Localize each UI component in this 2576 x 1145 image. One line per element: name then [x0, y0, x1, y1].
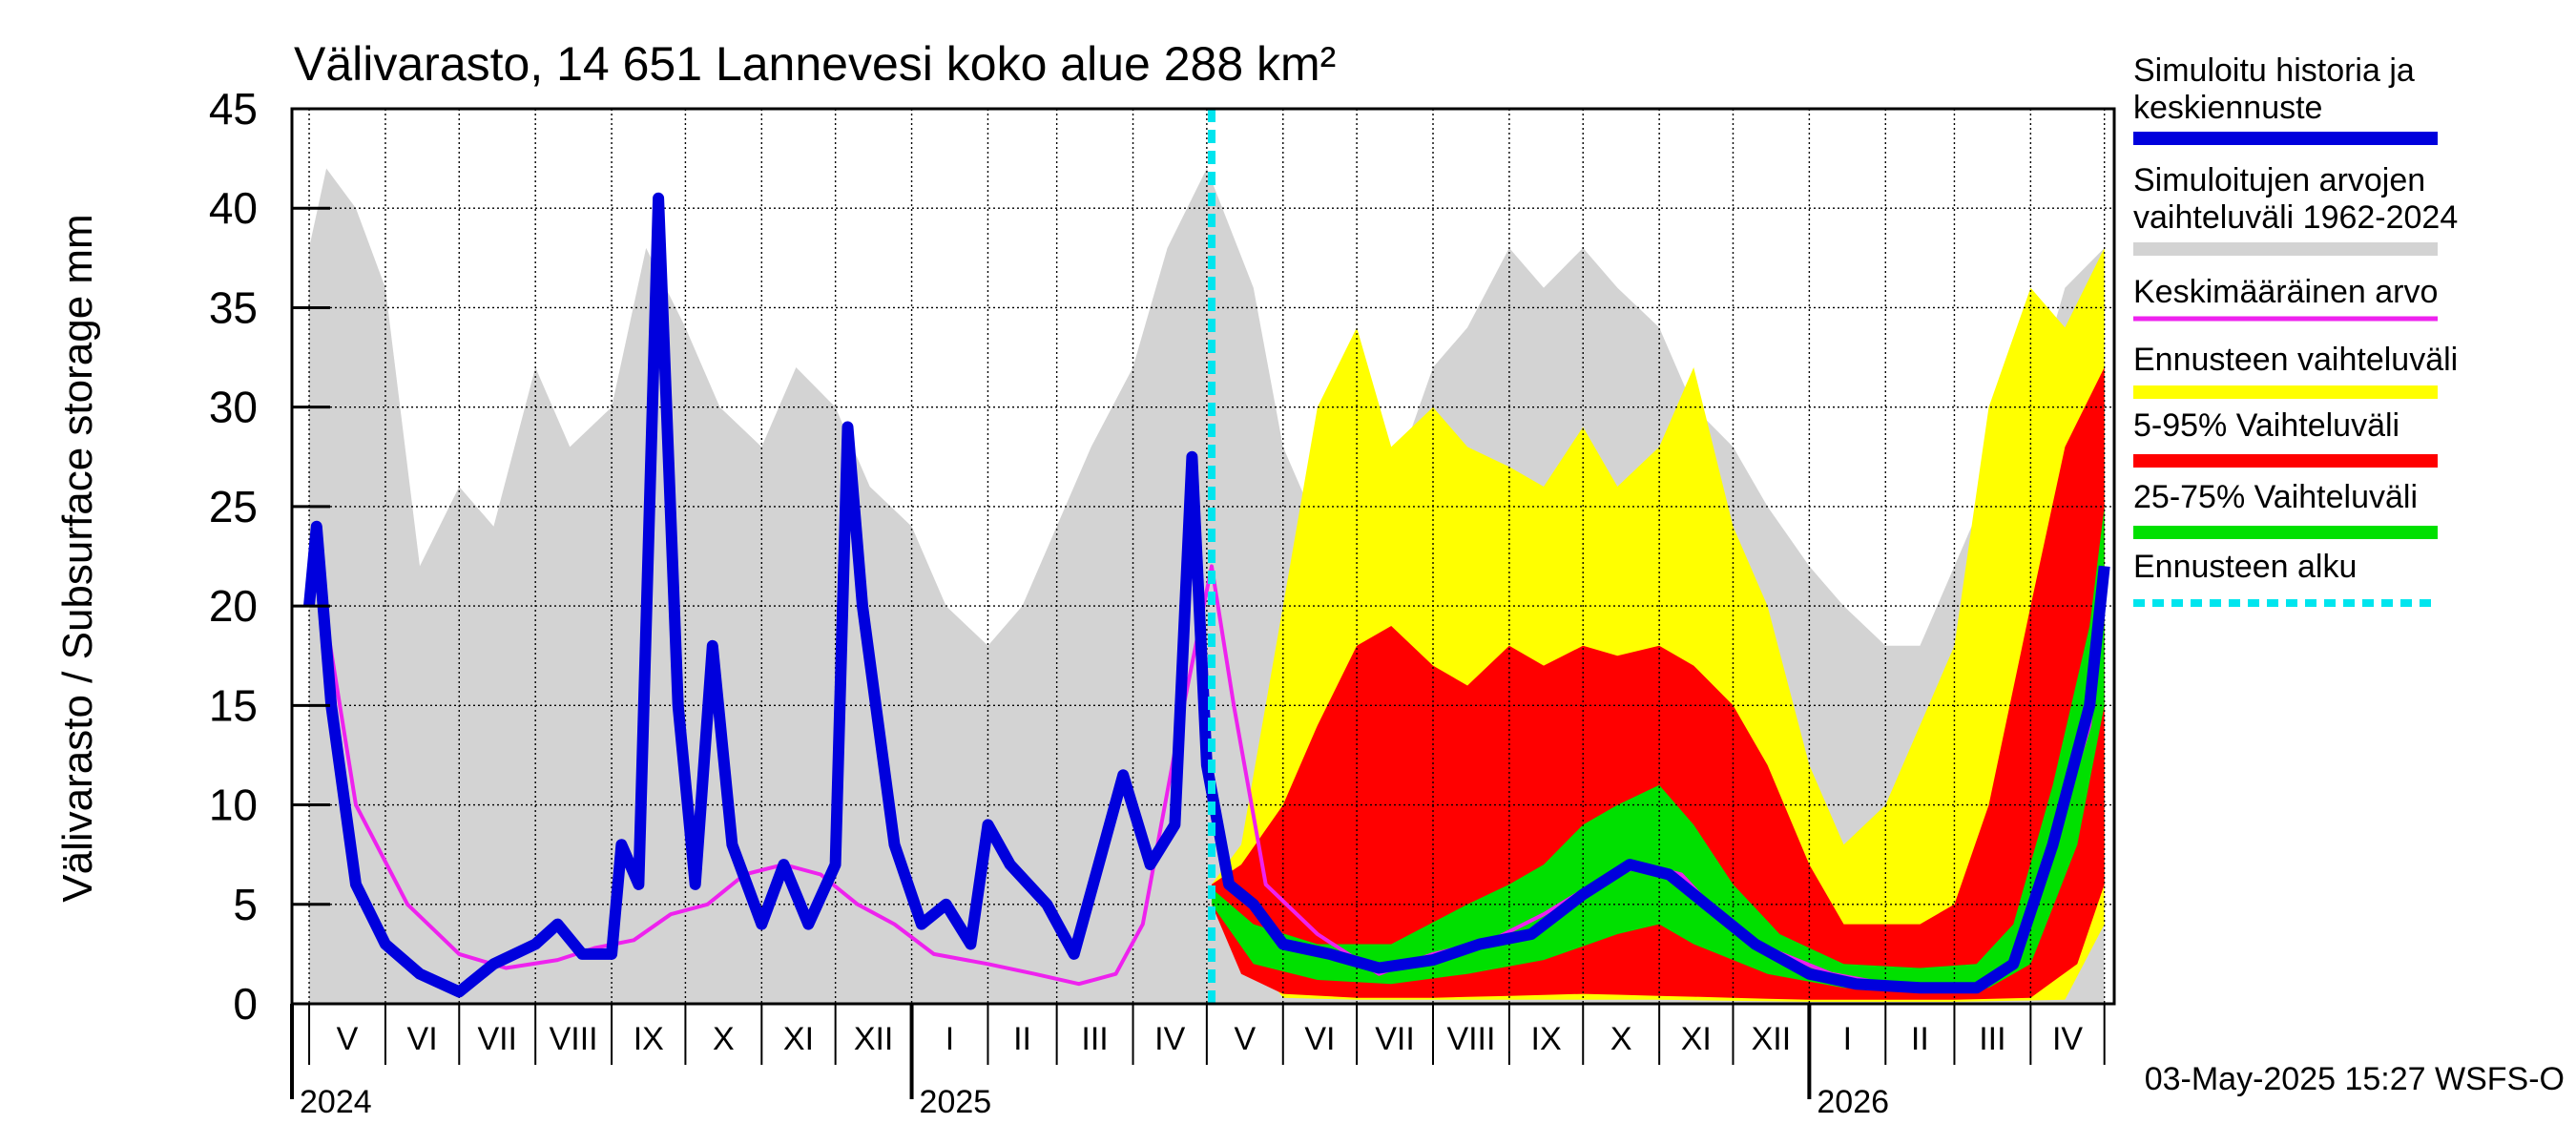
- percentile-5-95-band: [1212, 367, 2105, 1000]
- month-tick-label: II: [1911, 1021, 1929, 1057]
- year-tick-label: 2025: [920, 1084, 992, 1120]
- y-tick-label: 40: [209, 183, 258, 233]
- month-tick-label: IV: [2052, 1021, 2083, 1057]
- month-tick-label: VIII: [550, 1021, 598, 1057]
- y-tick-label: 15: [209, 680, 258, 730]
- y-axis-ticks: 0 5 10 15 20 25 30 35 40 45: [209, 84, 330, 1029]
- legend: Simuloitu historia jakeskiennusteSimuloi…: [2133, 52, 2458, 607]
- month-tick-label: XII: [854, 1021, 894, 1057]
- legend-label: Ennusteen alku: [2133, 549, 2357, 585]
- legend-item-p25_75: 25-75% Vaihteluväli: [2133, 479, 2438, 539]
- month-tick-label: VIII: [1446, 1021, 1495, 1057]
- month-tick-label: IV: [1154, 1021, 1185, 1057]
- month-tick-label: III: [1081, 1021, 1108, 1057]
- month-tick-label: X: [1610, 1021, 1632, 1057]
- legend-label: Simuloitu historia ja: [2133, 52, 2415, 89]
- month-tick-label: V: [1234, 1021, 1256, 1057]
- legend-item-forecast_start: Ennusteen alku: [2133, 549, 2438, 607]
- legend-item-forecast_range: Ennusteen vaihteluväli: [2133, 342, 2458, 399]
- month-tick-label: XI: [1681, 1021, 1712, 1057]
- month-tick-label: XII: [1752, 1021, 1792, 1057]
- month-tick-label: VII: [477, 1021, 517, 1057]
- y-tick-label: 30: [209, 383, 258, 432]
- month-tick-label: XI: [783, 1021, 814, 1057]
- month-tick-label: V: [337, 1021, 359, 1057]
- y-axis-label: Välivarasto / Subsurface storage mm: [54, 214, 101, 902]
- legend-label: 5-95% Vaihteluväli: [2133, 407, 2399, 444]
- month-tick-label: IX: [634, 1021, 664, 1057]
- legend-item-mean: Keskimääräinen arvo: [2133, 274, 2438, 322]
- data-lines: [303, 109, 2110, 1004]
- month-tick-label: X: [713, 1021, 735, 1057]
- month-tick-label: III: [1979, 1021, 2005, 1057]
- legend-item-p5_95: 5-95% Vaihteluväli: [2133, 407, 2438, 468]
- year-tick-label: 2026: [1817, 1084, 1889, 1120]
- y-tick-label: 0: [233, 979, 258, 1029]
- plot-frame: [290, 107, 2116, 1006]
- month-tick-label: IX: [1531, 1021, 1562, 1057]
- y-tick-label: 5: [233, 880, 258, 929]
- month-tick-label: VI: [407, 1021, 438, 1057]
- month-tick-label: II: [1013, 1021, 1031, 1057]
- month-tick-label: VI: [1304, 1021, 1335, 1057]
- month-tick-label: VII: [1375, 1021, 1415, 1057]
- x-axis: V VI VII VIII IX X XI XII I II III IV V VI VII VIII IX X X…: [290, 1004, 2106, 1120]
- month-tick-label: I: [945, 1021, 954, 1057]
- year-tick-label: 2024: [300, 1084, 372, 1120]
- grid-lines: [292, 109, 2114, 1004]
- month-tick-label: I: [1843, 1021, 1852, 1057]
- y-tick-label: 10: [209, 781, 258, 830]
- legend-label: Keskimääräinen arvo: [2133, 274, 2438, 310]
- legend-label: vaihteluväli 1962-2024: [2133, 199, 2458, 236]
- plot-area: [290, 107, 2116, 1006]
- legend-label: keskiennuste: [2133, 90, 2322, 126]
- legend-label: Ennusteen vaihteluväli: [2133, 342, 2458, 378]
- legend-label: 25-75% Vaihteluväli: [2133, 479, 2418, 515]
- timestamp: 03-May-2025 15:27 WSFS-O: [2145, 1061, 2565, 1097]
- y-tick-label: 20: [209, 581, 258, 631]
- y-tick-label: 35: [209, 282, 258, 332]
- y-tick-label: 25: [209, 482, 258, 531]
- legend-label: Simuloitujen arvojen: [2133, 162, 2425, 198]
- chart-title: Välivarasto, 14 651 Lannevesi koko alue …: [294, 37, 1336, 91]
- y-tick-label: 45: [209, 84, 258, 134]
- history-line: [303, 192, 2110, 998]
